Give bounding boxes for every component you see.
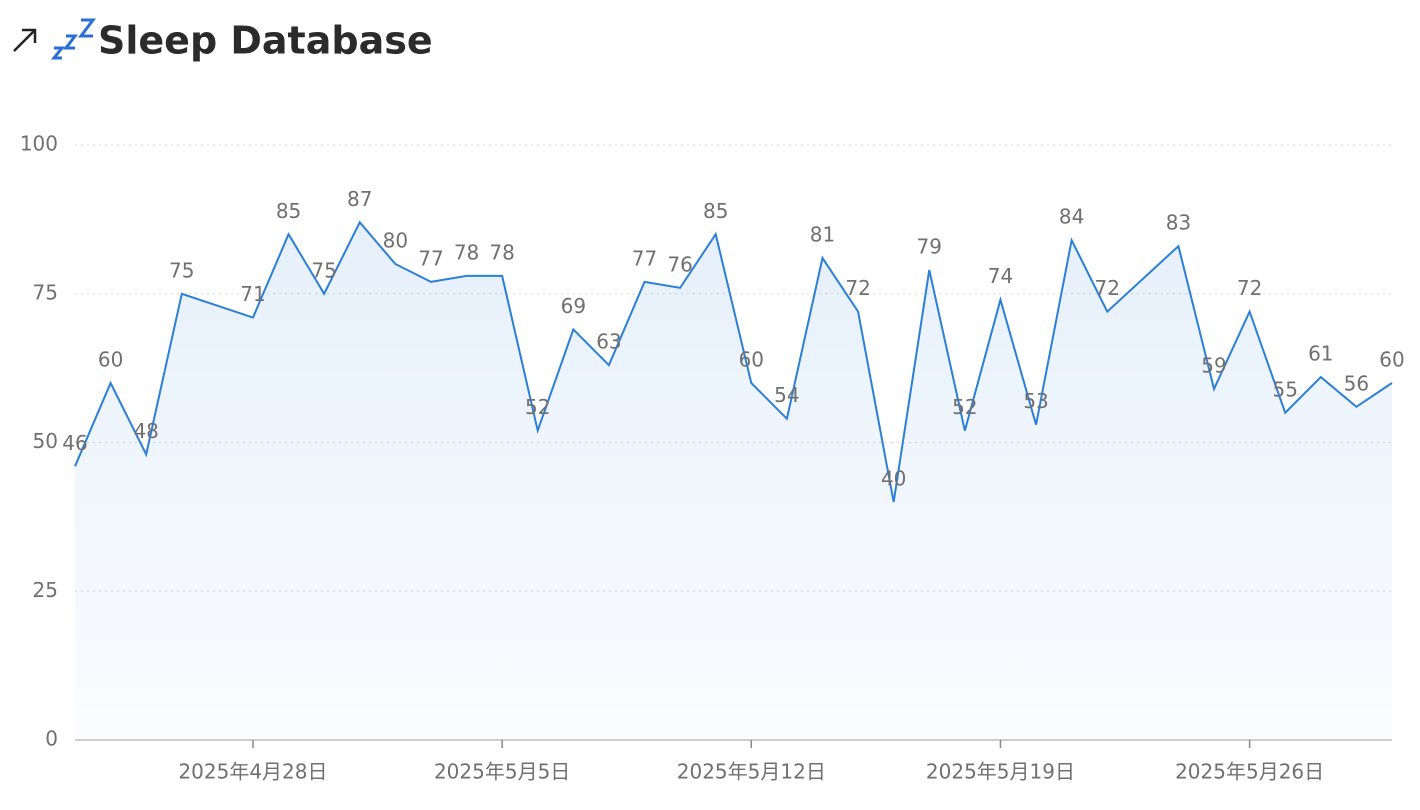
open-icon[interactable]: [13, 28, 37, 52]
data-label: 79: [917, 234, 942, 258]
y-tick-label: 0: [45, 727, 58, 751]
data-label: 77: [418, 246, 443, 270]
x-tick-label: 2025年4月28日: [178, 760, 327, 784]
data-label: 48: [133, 419, 158, 443]
data-label: 85: [703, 199, 728, 223]
data-label: 60: [739, 348, 764, 372]
data-label: 60: [98, 348, 123, 372]
data-label: 61: [1308, 342, 1333, 366]
page-title: Sleep Database: [98, 19, 433, 63]
data-label: 76: [667, 252, 692, 276]
area: [75, 222, 1392, 741]
sleep-icon: [50, 18, 96, 60]
x-tick-label: 2025年5月26日: [1175, 760, 1324, 784]
data-label: 78: [454, 240, 479, 264]
line: [74, 220, 1393, 503]
data-label: 53: [1023, 389, 1048, 413]
data-label: 72: [1095, 276, 1120, 300]
data-label: 71: [240, 282, 265, 306]
data-label: 46: [62, 431, 87, 455]
data-label: 78: [489, 240, 514, 264]
data-label: 63: [596, 330, 621, 354]
data-label: 75: [169, 258, 194, 282]
data-label: 59: [1201, 353, 1226, 377]
data-label: 80: [383, 229, 408, 253]
data-label: 54: [774, 383, 799, 407]
data-label: 52: [952, 395, 977, 419]
x-tick-label: 2025年5月19日: [926, 760, 1075, 784]
y-tick-label: 25: [33, 578, 58, 602]
data-label: 87: [347, 187, 372, 211]
data-label: 60: [1379, 348, 1404, 372]
data-label: 74: [988, 264, 1013, 288]
data-label: 56: [1344, 371, 1369, 395]
x-tick-label: 2025年5月5日: [434, 760, 570, 784]
data-label: 72: [1237, 276, 1262, 300]
y-tick-label: 50: [33, 429, 58, 453]
y-tick-label: 75: [33, 280, 58, 304]
data-label: 52: [525, 395, 550, 419]
data-label: 55: [1272, 377, 1297, 401]
data-label: 81: [810, 223, 835, 247]
data-label: 69: [561, 294, 586, 318]
data-label: 85: [276, 199, 301, 223]
data-label: 84: [1059, 205, 1084, 229]
data-label: 77: [632, 246, 657, 270]
y-tick-label: 100: [20, 132, 58, 156]
data-label: 83: [1166, 211, 1191, 235]
data-label: 75: [311, 258, 336, 282]
data-label: 72: [845, 276, 870, 300]
data-label: 40: [881, 467, 906, 491]
x-tick-label: 2025年5月12日: [677, 760, 826, 784]
